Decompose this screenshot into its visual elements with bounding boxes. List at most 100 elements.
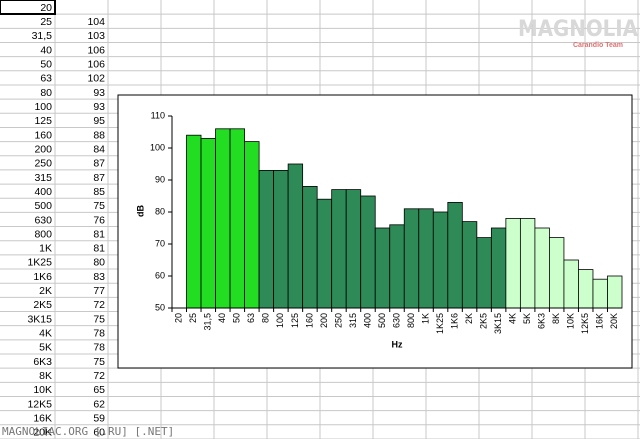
x-tick-label: 25 xyxy=(188,313,198,323)
cell-value: 93 xyxy=(93,101,105,113)
bar xyxy=(331,189,347,309)
cell-label: 40 xyxy=(40,44,52,56)
x-tick-label: 8K xyxy=(551,313,561,324)
x-tick-label: 2K5 xyxy=(478,313,488,329)
bar xyxy=(302,185,318,309)
bar xyxy=(563,259,579,309)
y-tick-label: 110 xyxy=(151,110,165,120)
bar xyxy=(592,278,608,309)
x-tick-label: 160 xyxy=(304,313,314,328)
cell-label: 4K xyxy=(39,328,52,340)
cell-value: 103 xyxy=(87,30,105,42)
bar xyxy=(549,237,565,309)
bar xyxy=(186,134,202,309)
cell-value: 87 xyxy=(93,172,105,184)
cell-label: 25 xyxy=(40,16,52,28)
cell-label: 2K5 xyxy=(33,299,52,311)
cell-label: 63 xyxy=(40,73,52,85)
cell-value: 78 xyxy=(93,328,105,340)
cell-label: 2K xyxy=(39,285,52,297)
cell-value: 87 xyxy=(93,158,105,170)
cell-value: 88 xyxy=(93,129,105,141)
bar xyxy=(374,227,391,309)
cell-label: 250 xyxy=(34,158,52,170)
bar xyxy=(389,224,405,309)
cell-value: 106 xyxy=(87,44,105,56)
cell-value: 102 xyxy=(87,73,105,85)
y-tick-label: 90 xyxy=(155,174,165,184)
bar xyxy=(505,217,521,309)
y-tick-label: 70 xyxy=(155,238,165,248)
bar xyxy=(490,227,507,309)
cell-value: 85 xyxy=(93,186,105,198)
cell-value: 106 xyxy=(87,59,105,71)
cell-label: 160 xyxy=(34,129,52,141)
x-tick-label: 1K6 xyxy=(449,313,459,329)
bar xyxy=(273,169,289,309)
bar xyxy=(607,275,623,309)
cell-label: 1K25 xyxy=(27,257,52,269)
cell-value: 76 xyxy=(93,214,105,226)
x-tick-label: 50 xyxy=(232,313,242,323)
bar xyxy=(229,128,245,309)
y-axis-title: dB xyxy=(135,205,145,217)
cell-label: 315 xyxy=(34,172,52,184)
x-tick-label: 16K xyxy=(595,313,605,329)
x-tick-label: 250 xyxy=(333,313,343,328)
bar xyxy=(360,195,376,309)
cell-label: 6K3 xyxy=(33,356,52,368)
x-tick-label: 800 xyxy=(406,313,416,328)
cell-value: 62 xyxy=(93,398,105,410)
cell-label: 12K5 xyxy=(27,398,52,410)
cell-value: 84 xyxy=(93,143,105,155)
bar xyxy=(418,208,434,309)
cell-label: 5K xyxy=(39,342,52,354)
bar xyxy=(244,141,260,309)
selected-cell[interactable] xyxy=(0,0,56,15)
bar xyxy=(345,189,362,309)
x-tick-label: 20 xyxy=(174,313,184,323)
bar xyxy=(287,163,304,309)
footer: MAGNOLIAC.ORG [.RU] [.NET] xyxy=(2,425,174,438)
x-tick-label: 6K3 xyxy=(537,313,547,329)
x-tick-label: 20K xyxy=(609,313,619,329)
x-tick-label: 5K xyxy=(522,313,532,324)
y-tick-label: 50 xyxy=(155,302,165,312)
cell-label: 400 xyxy=(34,186,52,198)
x-tick-label: 100 xyxy=(275,313,285,328)
cell-label: 100 xyxy=(34,101,52,113)
cell-label: 50 xyxy=(40,59,52,71)
x-axis-title: Hz xyxy=(392,339,403,349)
chart: 50 60 70 80 90 100 110 20 25 31,5 40 50 63 80 100 125 16… xyxy=(135,110,623,349)
bar xyxy=(215,128,231,309)
cell-value: 80 xyxy=(93,257,105,269)
cell-value: 72 xyxy=(93,370,105,382)
cell-label: 16K xyxy=(33,413,52,425)
cell-value: 104 xyxy=(87,16,105,28)
cell-value: 78 xyxy=(93,342,105,354)
bar xyxy=(200,137,216,309)
x-tick-label: 315 xyxy=(348,313,358,328)
cell-label: 31,5 xyxy=(32,30,53,42)
x-tick-label: 4K xyxy=(508,313,518,324)
x-tick-label: 63 xyxy=(246,313,256,323)
cell-label: 20 xyxy=(40,2,52,14)
cell-label: 10K xyxy=(33,384,52,396)
x-tick-label: 200 xyxy=(319,313,329,328)
bar xyxy=(476,237,492,309)
x-tick-label: 1K25 xyxy=(435,313,445,334)
y-tick-label: 100 xyxy=(150,142,165,152)
cell-value: 60 xyxy=(93,427,105,439)
x-tick-label: 12K5 xyxy=(580,313,590,334)
cell-value: 93 xyxy=(93,87,105,99)
x-tick-label: 10K xyxy=(566,313,576,329)
cell-value: 75 xyxy=(93,356,105,368)
bar xyxy=(432,211,449,309)
bar xyxy=(447,201,463,309)
cell-label: 1K6 xyxy=(33,271,52,283)
cell-label: 80 xyxy=(40,87,52,99)
x-tick-label: 2K xyxy=(464,313,474,324)
watermark-subtitle: Carandio Team xyxy=(573,42,623,49)
